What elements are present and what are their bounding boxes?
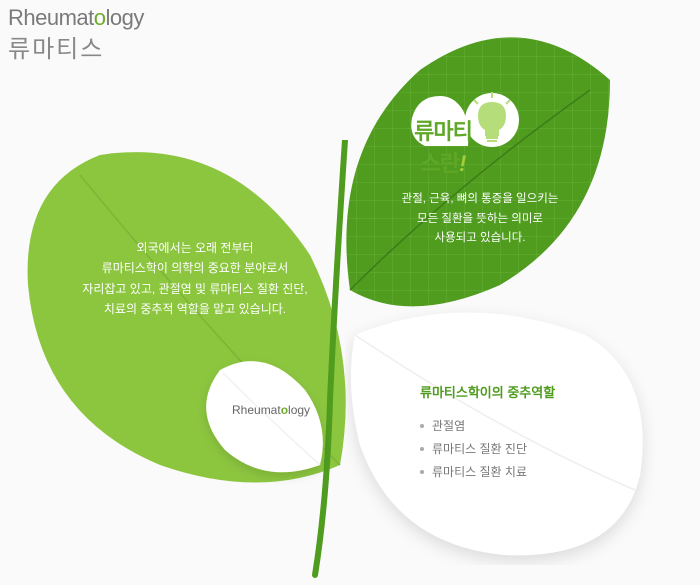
badge-icons [370,88,580,158]
definition-title: 류마티스란! [414,119,472,176]
roles-item: 류마티스 질환 치료 [420,461,620,484]
title-en-pre: Rheumat [8,5,94,30]
small-label-pre: Rheumat [232,403,281,417]
roles-content: 류마티스학이의 중추역할 관절염 류마티스 질환 진단 류마티스 질환 치료 [420,382,620,483]
title-korean: 류마티스 [8,29,144,64]
definition-badge: 류마티스란! [370,88,580,163]
roles-title: 류마티스학이의 중추역할 [420,382,620,401]
title-en-post: logy [106,5,144,30]
page-title-block: Rheumatology 류마티스 [8,5,144,64]
overview-text: 외국에서는 오래 전부터류마티스학이 의학의 중요한 분야로서자리잡고 있고, … [55,238,335,320]
small-label-post: logy [288,403,310,417]
roles-item: 류마티스 질환 진단 [420,438,620,461]
definition-title-exc: ! [459,151,465,176]
leaf-label-shape [195,355,335,485]
leaf-label [195,355,335,490]
title-en-accent: o [94,5,106,30]
small-leaf-label: Rheumatology [232,403,310,417]
small-label-accent: o [281,403,288,417]
title-english: Rheumatology [8,5,144,31]
definition-text: 관절, 근육, 뼈의 통증을 일으키는모든 질환을 뜻하는 의미로사용되고 있습… [370,190,590,249]
roles-item: 관절염 [420,415,620,438]
roles-list: 관절염 류마티스 질환 진단 류마티스 질환 치료 [420,415,620,483]
